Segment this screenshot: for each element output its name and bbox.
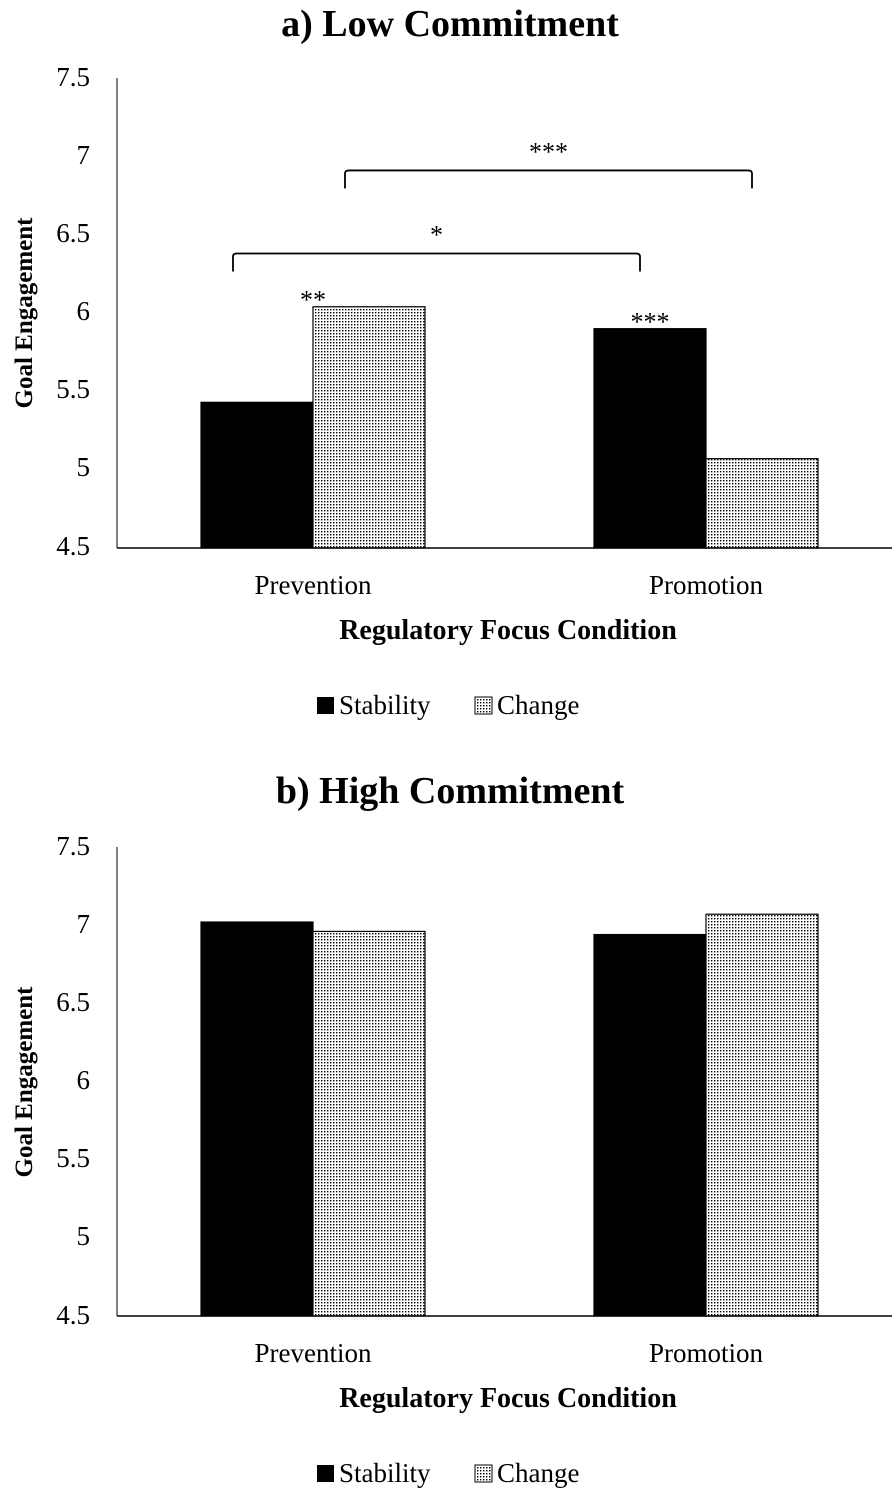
significance-annotations: ********* [232,137,753,337]
legend-swatch-stability [317,1465,334,1482]
y-tick-label: 5.5 [56,1143,90,1173]
y-tick-label: 7 [77,909,91,939]
significance-bracket [344,169,753,189]
y-tick-label: 7.5 [56,62,90,92]
y-tick-label: 5.5 [56,374,90,404]
y-tick-label: 5 [77,452,91,482]
bar-stability-prevention [200,921,314,1317]
legend-swatch-change [474,696,493,715]
bar-change-promotion [705,458,819,549]
y-tick-label: 6 [77,296,91,326]
chart-title: b) High Commitment [276,770,625,812]
legend-swatch-change [474,1464,493,1483]
significance-marker: * [430,220,443,249]
legend: Stability Change [317,1458,579,1488]
legend-label-change: Change [497,690,579,720]
bars [200,913,819,1317]
x-category-label: Promotion [649,570,764,600]
bar-stability-prevention [200,401,314,549]
bars [200,306,819,549]
significance-bracket [232,252,641,272]
legend-label-stability: Stability [339,1458,431,1488]
y-tick-label: 4.5 [56,1300,90,1330]
significance-marker: *** [631,308,670,337]
y-tick-label: 7 [77,140,91,170]
y-axis-label: Goal Engagement [11,217,38,409]
y-tick-label: 4.5 [56,531,90,561]
bar-change-prevention [312,306,426,549]
bar-stability-promotion [593,328,707,549]
significance-marker: ** [300,286,326,315]
chart-title: a) Low Commitment [281,3,619,45]
y-tick-label: 6 [77,1065,91,1095]
x-axis-label: Regulatory Focus Condition [339,1383,677,1414]
y-axis-label: Goal Engagement [11,986,38,1178]
y-tick-labels: 7.5 7 6.5 6 5.5 5 4.5 [56,62,90,561]
legend-swatch-stability [317,697,334,714]
y-tick-label: 5 [77,1221,91,1251]
bar-stability-promotion [593,933,707,1317]
y-tick-label: 6.5 [56,987,90,1017]
chart-low-commitment: a) Low Commitment Goal Engagement 7.5 7 … [11,3,892,720]
significance-marker: *** [529,137,568,166]
bar-change-promotion [705,913,819,1317]
y-tick-label: 7.5 [56,831,90,861]
x-category-label: Prevention [255,1338,372,1368]
legend: Stability Change [317,690,579,720]
y-tick-labels: 7.5 7 6.5 6 5.5 5 4.5 [56,831,90,1330]
chart-high-commitment: b) High Commitment Goal Engagement 7.5 7… [11,770,892,1488]
x-category-label: Promotion [649,1338,764,1368]
legend-label-change: Change [497,1458,579,1488]
y-tick-label: 6.5 [56,218,90,248]
x-axis-label: Regulatory Focus Condition [339,615,677,646]
bar-change-prevention [312,930,426,1317]
legend-label-stability: Stability [339,690,431,720]
x-category-label: Prevention [255,570,372,600]
